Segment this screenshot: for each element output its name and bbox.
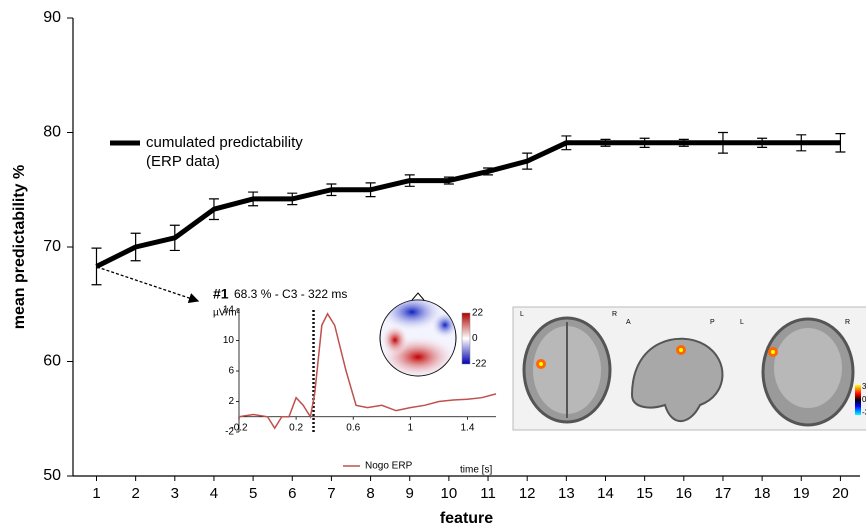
erp-title: 68.3 % - C3 - 322 ms: [234, 287, 347, 301]
x-axis-label: feature: [440, 510, 493, 527]
x-tick-label: 17: [715, 485, 732, 502]
x-tick-label: 13: [558, 485, 575, 502]
brain-orientation-label: L: [520, 311, 524, 318]
erp-y-tick-label: 10: [223, 335, 235, 346]
x-tick-label: 7: [327, 485, 335, 502]
x-tick-label: 20: [832, 485, 849, 502]
erp-y-tick-label: 2: [228, 396, 234, 407]
colorbar-label: 22: [472, 308, 484, 319]
y-tick-label: 80: [43, 124, 61, 141]
brain-orientation-label: L: [740, 319, 744, 326]
page: 5060708090123456789101112131415161718192…: [0, 0, 866, 529]
brain-panel: [513, 307, 866, 430]
x-tick-label: 8: [366, 485, 374, 502]
erp-legend-label: Nogo ERP: [365, 461, 413, 472]
x-tick-label: 2: [131, 485, 139, 502]
colorbar-label: 3: [862, 382, 866, 391]
brain-orientation-label: R: [612, 311, 617, 318]
pointer-arrow: [97, 267, 198, 301]
brain-orientation-label: P: [710, 319, 715, 326]
x-tick-label: 3: [171, 485, 179, 502]
x-tick-label: 12: [519, 485, 536, 502]
erp-y-tick-label: 6: [228, 366, 234, 377]
legend-label: cumulated predictability (ERP data): [146, 133, 331, 171]
x-tick-label: 1: [92, 485, 100, 502]
x-tick-label: 4: [210, 485, 218, 502]
colorbar-label: -3: [862, 408, 866, 417]
erp-x-tick-label: 1.4: [460, 422, 474, 433]
y-tick-label: 70: [43, 238, 61, 255]
brain-orientation-label: R: [845, 319, 850, 326]
x-tick-label: 15: [636, 485, 653, 502]
y-axis-label: mean predictability %: [11, 165, 28, 330]
erp-line: [239, 314, 496, 428]
y-tick-label: 60: [43, 353, 61, 370]
x-tick-label: 11: [480, 485, 496, 502]
colorbar-label: 0: [472, 333, 478, 344]
erp-y-label: µV/m²: [213, 308, 241, 319]
x-tick-label: 10: [441, 485, 458, 502]
topomap: [378, 292, 470, 379]
erp-x-tick-label: 0.6: [346, 422, 360, 433]
x-tick-label: 18: [754, 485, 771, 502]
x-tick-label: 5: [249, 485, 257, 502]
colorbar-label: -22: [472, 359, 487, 370]
erp-x-tick-label: -0.2: [230, 422, 248, 433]
erp-x-tick-label: 1: [408, 422, 414, 433]
x-tick-label: 19: [793, 485, 810, 502]
x-tick-label: 14: [597, 485, 614, 502]
y-tick-label: 90: [43, 9, 61, 26]
x-tick-label: 6: [288, 485, 296, 502]
x-tick-label: 9: [406, 485, 414, 502]
erp-x-tick-label: 0.2: [289, 422, 303, 433]
colorbar-label: 0: [862, 395, 866, 404]
brain-orientation-label: A: [626, 319, 631, 326]
erp-number: #1: [213, 286, 229, 302]
chart: 5060708090123456789101112131415161718192…: [0, 0, 866, 529]
erp-x-label: time [s]: [460, 465, 492, 476]
y-tick-label: 50: [43, 467, 61, 484]
x-tick-label: 16: [675, 485, 692, 502]
